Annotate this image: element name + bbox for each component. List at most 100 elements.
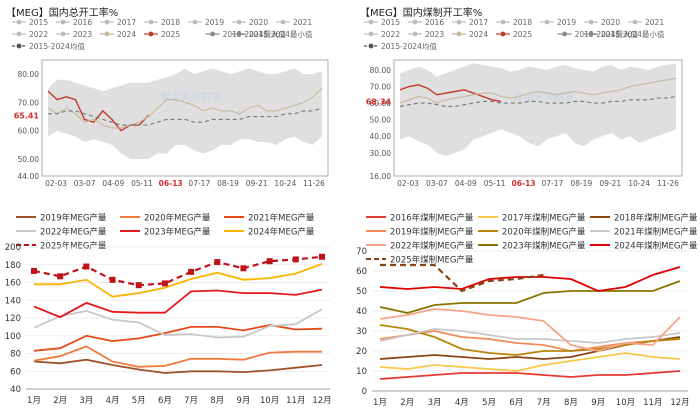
x-tick-label: 11月 xyxy=(286,396,305,406)
x-tick-label: 7月 xyxy=(537,398,551,408)
x-tick-label: 10月 xyxy=(616,398,635,408)
chart-title: 【MEG】国内煤制开工率% xyxy=(360,8,483,19)
x-tick-label: 5月 xyxy=(132,396,146,406)
legend-label: 2020年MEG产量 xyxy=(144,213,211,224)
series-line xyxy=(33,345,322,368)
legend-label: 2017年煤制MEG产量 xyxy=(502,213,586,224)
legend-label: 2022 xyxy=(381,30,400,39)
x-tick-label: 09-21 xyxy=(246,179,268,188)
series-line xyxy=(33,358,323,374)
series-marker xyxy=(319,253,325,260)
legend-marker xyxy=(148,31,154,37)
x-tick-label: 05-11 xyxy=(131,179,153,188)
x-tick-label: 5月 xyxy=(482,398,496,408)
series-line xyxy=(33,324,323,352)
legend-label: 2016 xyxy=(425,18,444,27)
y-tick-label: 50 xyxy=(356,287,367,297)
y-tick-label: 180 xyxy=(5,261,21,271)
legend-marker xyxy=(500,19,506,25)
x-tick-label: 08-19 xyxy=(570,179,592,188)
x-tick-label: 10月 xyxy=(260,396,279,406)
legend-label: 2019年煤制MEG产量 xyxy=(390,227,474,238)
x-tick-label: 3月 xyxy=(428,398,442,408)
x-tick-label: 4月 xyxy=(455,398,469,408)
range-band xyxy=(400,63,676,157)
series-line xyxy=(379,280,681,314)
legend-label: 2024 xyxy=(117,30,136,39)
x-tick-label: 09-21 xyxy=(599,179,621,188)
x-tick-label: 9月 xyxy=(236,396,250,406)
series-line xyxy=(47,87,323,129)
panel-meg-output: 2019年MEG产量 2020年MEG产量 2021年MEG产量 2022年MEG产量… xyxy=(0,205,345,420)
legend-label: 2023 xyxy=(73,30,92,39)
y-tick-label: 160 xyxy=(5,279,21,289)
legend-marker xyxy=(562,31,567,37)
legend-label: 2015 xyxy=(381,18,400,27)
x-tick-label: 2月 xyxy=(400,398,414,408)
series-marker xyxy=(214,259,221,266)
x-tick-label: 11-26 xyxy=(657,179,679,188)
x-tick-label: 10-24 xyxy=(274,179,296,188)
x-tick-label: 06-13 xyxy=(159,179,183,188)
panel-total-operating-rate: 【MEG】国内总开工率% 2015 2016 2017 2018 2019 2020 202… xyxy=(0,0,345,195)
x-tick-label: 6月 xyxy=(158,396,172,406)
y-tick-label: 10 xyxy=(356,367,367,377)
legend-label: 2021年煤制MEG产量 xyxy=(614,227,698,238)
series-line xyxy=(379,336,681,360)
series-line xyxy=(399,77,677,104)
watermark: 紫金天风期货 xyxy=(161,91,221,104)
x-tick-label: 05-11 xyxy=(484,179,506,188)
legend-marker xyxy=(280,19,286,25)
x-tick-label: 7月 xyxy=(184,396,198,406)
chart-title: 【MEG】国内总开工率% xyxy=(6,8,119,19)
series-line xyxy=(380,263,544,293)
x-tick-label: 04-09 xyxy=(455,179,477,188)
series-marker xyxy=(83,263,90,270)
x-tick-label: 10-24 xyxy=(628,179,650,188)
legend-label: 2015-2024最小值 xyxy=(249,29,313,39)
series-marker xyxy=(240,265,247,272)
legend-marker xyxy=(210,31,216,37)
y-tick-label: 50.00 xyxy=(18,155,40,164)
current-value-label: 65.41 xyxy=(14,111,40,120)
y-tick-label: 50.00 xyxy=(370,116,392,125)
y-tick-label: 16.00 xyxy=(370,172,392,181)
x-tick-label: 8月 xyxy=(564,398,578,408)
legend-label: 2022 xyxy=(29,30,48,39)
x-tick-label: 02-03 xyxy=(45,179,67,188)
legend-label: 2018 xyxy=(513,18,532,27)
series-marker xyxy=(135,282,142,289)
legend-label: 2021 xyxy=(645,18,664,27)
y-tick-label: 60 xyxy=(356,267,367,277)
legend-label: 2020年煤制MEG产量 xyxy=(502,227,586,238)
x-tick-label: 02-03 xyxy=(397,179,419,188)
panel-coal-meg-output: 2016年煤制MEG产量 2017年煤制MEG产量 2018年煤制MEG产量 2019… xyxy=(352,205,700,420)
chart-coal-meg-output: 2016年煤制MEG产量 2017年煤制MEG产量 2018年煤制MEG产量 2019… xyxy=(356,213,698,409)
legend-label: 2024年MEG产量 xyxy=(248,227,315,238)
series-line xyxy=(379,308,681,352)
x-tick-label: 03-07 xyxy=(426,179,448,188)
series-marker xyxy=(109,276,116,283)
legend-label: 2022年MEG产量 xyxy=(40,227,107,238)
legend-marker xyxy=(368,43,374,49)
legend-marker xyxy=(368,31,374,37)
x-tick-label: 6月 xyxy=(509,398,523,408)
legend-label: 2023 xyxy=(425,30,444,39)
legend-label: 2017 xyxy=(117,18,136,27)
x-tick-label: 04-09 xyxy=(102,179,124,188)
chart-meg-output: 2019年MEG产量 2020年MEG产量 2021年MEG产量 2022年MEG产量… xyxy=(5,213,332,407)
legend-marker xyxy=(16,19,22,25)
legend-label: 2022年煤制MEG产量 xyxy=(390,241,474,252)
legend-label: 2015-2024最大值 xyxy=(575,29,639,39)
x-tick-label: 11-26 xyxy=(303,179,325,188)
series-line xyxy=(34,263,323,298)
legend-marker xyxy=(16,31,22,37)
legend-label: 2025 xyxy=(513,30,532,39)
x-tick-label: 12月 xyxy=(312,396,331,406)
legend-label: 2020 xyxy=(601,18,620,27)
range-band xyxy=(48,68,322,159)
legend-marker xyxy=(236,19,242,25)
legend-marker xyxy=(60,31,66,37)
x-tick-label: 12月 xyxy=(670,398,689,408)
y-tick-label: 60 xyxy=(10,367,21,377)
